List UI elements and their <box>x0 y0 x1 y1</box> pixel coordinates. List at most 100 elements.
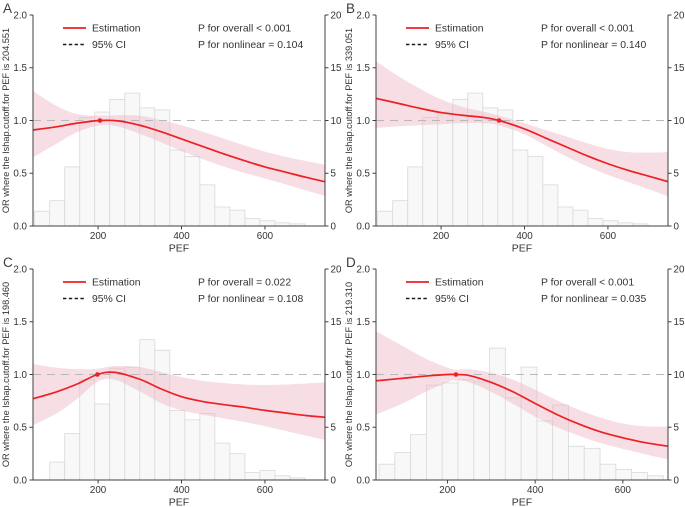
y-right-tick-label: 15 <box>673 317 684 328</box>
y-right-tick-label: 10 <box>673 369 684 380</box>
y-right-tick-label: 10 <box>673 116 684 127</box>
histogram-bar <box>536 420 553 480</box>
panel-letter: B <box>346 1 355 16</box>
histogram-bar <box>214 206 231 226</box>
histogram-bar <box>169 409 186 480</box>
y-right-tick-label: 5 <box>673 169 679 180</box>
ci-band <box>33 90 325 196</box>
x-axis-label: PEF <box>511 496 531 507</box>
histogram-bar <box>425 384 443 480</box>
histogram-bar <box>229 452 246 480</box>
histogram-bar <box>124 92 141 226</box>
panel-d-chart: 0.0 0.5 1.0 1.5 2.0 0 5 10 15 20 200 400 600 PEF OR wh… <box>344 255 685 507</box>
histogram <box>34 92 306 226</box>
y-axis-label: OR where the Ishap.cutoff.for PEF is 204… <box>1 28 11 213</box>
histogram-bar <box>259 469 276 480</box>
y-right-tick-label: 10 <box>331 116 342 127</box>
histogram-bar <box>94 403 111 480</box>
histogram-bar <box>391 200 408 226</box>
y-left-tick-label: 1.0 <box>13 116 27 127</box>
y-left-tick-label: 1.0 <box>356 116 370 127</box>
x-tick-label: 600 <box>257 231 274 242</box>
cutoff-point-marker <box>496 118 501 123</box>
x-axis-label: PEF <box>169 496 189 507</box>
histogram-bar <box>169 149 186 226</box>
histogram-bar <box>614 468 632 480</box>
ci-band <box>33 363 325 440</box>
histogram-bar <box>441 382 458 480</box>
histogram-bar <box>244 471 261 480</box>
histogram-bar <box>109 367 126 480</box>
histogram-bar <box>472 380 490 480</box>
y-left-tick-label: 2.0 <box>356 264 370 275</box>
cutoff-point-marker <box>95 371 100 377</box>
histogram-bar <box>551 404 569 480</box>
y-left-tick-label: 0.5 <box>13 169 27 180</box>
x-tick-label: 200 <box>439 485 456 496</box>
x-tick-label: 600 <box>614 485 631 496</box>
histogram-bar <box>421 116 438 226</box>
histogram-bar <box>79 116 96 226</box>
histogram <box>376 92 648 226</box>
histogram-bar <box>34 210 51 226</box>
y-left-tick-label: 0.0 <box>13 475 27 486</box>
y-left-tick-label: 2.0 <box>356 10 370 21</box>
y-right-tick-label: 0 <box>673 221 679 232</box>
histogram-bar <box>214 442 231 480</box>
p-nonlinear-text: P for nonlinear = 0.108 <box>198 294 303 305</box>
y-left-tick-label: 1.0 <box>13 369 27 380</box>
histogram-bar <box>378 463 395 480</box>
histogram-bar <box>511 149 528 226</box>
histogram-bar <box>244 218 261 226</box>
legend-ci-label: 95% CI <box>435 40 469 51</box>
ci-band <box>375 330 668 459</box>
y-left-tick-label: 1.5 <box>13 63 27 74</box>
cutoff-point-marker <box>453 371 458 377</box>
histogram-bar <box>229 209 246 226</box>
p-nonlinear-text: P for nonlinear = 0.104 <box>198 40 303 51</box>
panel-c-chart: 0.0 0.5 1.0 1.5 2.0 0 5 10 15 20 200 400 600 PEF OR wh… <box>1 255 342 507</box>
y-right-tick-label: 20 <box>673 264 684 275</box>
x-tick-label: 200 <box>90 485 107 496</box>
y-axis-label: OR where the Ishap.cutoff.for PEF is 219… <box>344 281 354 466</box>
x-tick-label: 400 <box>526 485 543 496</box>
y-left-tick-label: 1.5 <box>13 317 27 328</box>
y-right-tick-label: 15 <box>673 63 684 74</box>
y-right-tick-label: 10 <box>331 369 342 380</box>
histogram-bar <box>556 206 573 226</box>
histogram-bar <box>436 111 453 226</box>
y-right-tick-label: 5 <box>331 422 337 433</box>
legend-estimation-label: Estimation <box>92 24 141 35</box>
histogram-bar <box>599 463 616 480</box>
histogram-bar <box>526 155 543 226</box>
x-tick-label: 400 <box>516 231 533 242</box>
histogram-bar <box>199 412 216 480</box>
histogram-bar <box>504 396 522 480</box>
histogram-bar <box>567 445 585 480</box>
estimation-curve <box>375 97 668 183</box>
legend-ci-label: 95% CI <box>92 294 126 305</box>
y-left-tick-label: 1.0 <box>356 369 370 380</box>
histogram-bar <box>79 378 96 480</box>
y-left-tick-label: 0.5 <box>356 169 370 180</box>
y-axis-label: OR where the Ishap.cutoff.for PEF is 339… <box>344 28 354 213</box>
histogram-bar <box>94 111 111 226</box>
histogram-bar <box>602 220 618 226</box>
ci-band <box>375 61 668 197</box>
estimation-curve <box>33 370 325 418</box>
y-right-tick-label: 15 <box>331 63 342 74</box>
y-right-tick-label: 0 <box>673 475 679 486</box>
panel-b-chart: 0.0 0.5 1.0 1.5 2.0 0 5 10 15 20 200 400 600 PEF OR wh… <box>344 1 685 254</box>
histogram-bar <box>199 184 216 226</box>
histogram <box>378 347 664 480</box>
p-nonlinear-text: P for nonlinear = 0.035 <box>541 294 646 305</box>
histogram-bar <box>571 209 588 226</box>
x-tick-label: 400 <box>173 485 190 496</box>
estimation-curve <box>375 372 668 447</box>
histogram-bar <box>376 210 393 226</box>
x-axis-label: PEF <box>169 243 189 254</box>
x-tick-label: 400 <box>173 231 190 242</box>
histogram-bar <box>406 166 423 226</box>
histogram-bar <box>259 220 276 226</box>
